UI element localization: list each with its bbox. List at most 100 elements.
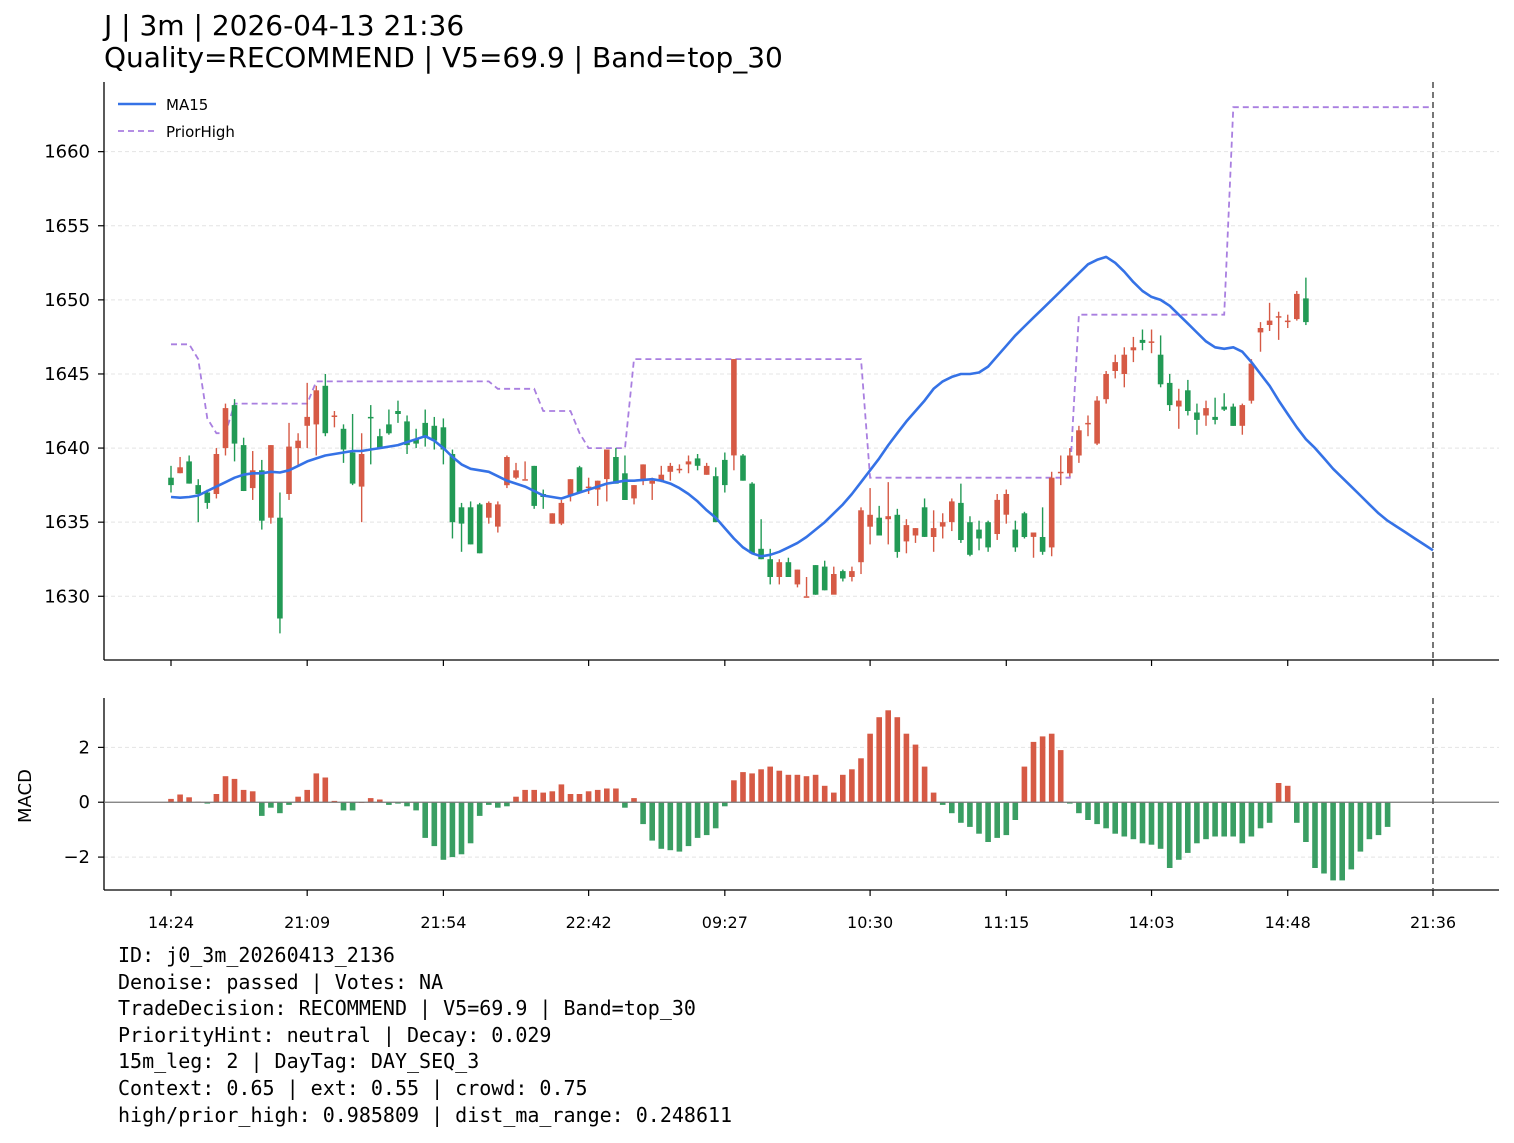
candle	[1012, 520, 1019, 552]
x-tick-label: 21:36	[1410, 913, 1456, 932]
candle-body	[567, 479, 574, 496]
candle-body	[876, 517, 882, 536]
candle-body	[358, 454, 365, 487]
candle	[1021, 511, 1028, 539]
macd-bar	[213, 794, 220, 803]
candle	[749, 482, 755, 554]
candle	[1248, 359, 1255, 404]
macd-bar	[849, 769, 855, 803]
candle	[449, 449, 456, 539]
macd-histogram-layer	[168, 710, 1391, 881]
macd-bar	[1048, 733, 1055, 803]
macd-bar	[594, 789, 601, 803]
macd-bar	[1012, 802, 1019, 820]
candle	[386, 409, 392, 435]
macd-bar	[395, 802, 401, 804]
candle	[1030, 532, 1037, 558]
macd-bar	[1148, 802, 1155, 845]
candle-body	[903, 525, 910, 542]
info-id: ID: j0_3m_20260413_2136	[118, 943, 395, 967]
candle-body	[268, 445, 274, 518]
candle-body	[1185, 390, 1191, 411]
candle-body	[1157, 354, 1164, 385]
candle-body	[522, 479, 528, 481]
candle-body	[549, 513, 556, 524]
candle	[1067, 448, 1073, 477]
candle	[531, 465, 537, 509]
macd-bar	[821, 785, 828, 803]
macd-bar	[912, 744, 919, 803]
candle	[1121, 347, 1128, 388]
candle	[685, 455, 692, 474]
candle-body	[1003, 494, 1010, 515]
candle-body	[1030, 532, 1037, 537]
macd-bar	[540, 792, 546, 803]
candle-body	[1112, 362, 1118, 371]
candle	[731, 359, 737, 471]
candle-body	[1148, 341, 1155, 343]
macd-bar	[413, 802, 419, 811]
macd-bar	[1076, 802, 1082, 814]
macd-bar	[867, 733, 873, 803]
macd-bar	[504, 802, 510, 807]
candle-body	[1221, 406, 1227, 410]
candle	[1103, 371, 1109, 404]
candle	[358, 433, 365, 523]
x-tick-label: 09:27	[702, 913, 748, 932]
candle	[667, 462, 674, 481]
candle	[958, 483, 964, 543]
candle-body	[449, 454, 456, 523]
macd-bar	[894, 717, 901, 803]
candle	[849, 566, 855, 582]
candle	[894, 508, 901, 558]
candle	[1085, 415, 1091, 437]
macd-bar	[1021, 766, 1028, 803]
candle	[785, 557, 792, 578]
candle-body	[594, 480, 601, 490]
candle-body	[1266, 320, 1273, 325]
macd-bar	[177, 794, 183, 803]
candle-body	[1176, 400, 1182, 407]
candle-body	[867, 514, 873, 527]
macd-bar	[958, 802, 964, 823]
candle	[613, 448, 619, 484]
candle	[331, 411, 338, 428]
macd-bar	[694, 802, 701, 838]
candle	[912, 528, 919, 543]
macd-bar	[277, 802, 283, 814]
chart-canvas: 1630 1635 1640 1645 1650 1655 1660 −2 0 2 14:24 21:…	[15, 82, 1499, 932]
candle	[903, 519, 910, 554]
macd-bar	[367, 798, 374, 803]
x-tick-label: 14:03	[1128, 913, 1174, 932]
candle	[349, 413, 356, 486]
macd-bar	[994, 802, 1000, 838]
candle-body	[912, 528, 919, 536]
legend-prior-high-label: PriorHigh	[166, 123, 235, 141]
candle-body	[840, 571, 846, 579]
candle	[404, 415, 410, 454]
candle-body	[240, 445, 247, 491]
macd-bar	[286, 802, 292, 805]
info-leg: 15m_leg: 2 | DayTag: DAY_SEQ_3	[118, 1049, 480, 1074]
macd-bar	[522, 789, 528, 803]
macd-bar	[703, 802, 710, 836]
candle	[576, 465, 583, 493]
candle	[1157, 335, 1164, 388]
prior-high-line	[171, 106, 1433, 479]
candle	[1003, 489, 1010, 524]
candle-body	[622, 473, 628, 500]
macd-bar	[840, 774, 846, 803]
macd-bar	[858, 758, 864, 803]
macd-bar	[967, 802, 973, 827]
candle	[1139, 329, 1146, 351]
x-tick-label: 21:09	[284, 913, 330, 932]
macd-bar	[604, 788, 610, 803]
candle	[367, 405, 374, 465]
candle-body	[749, 483, 755, 554]
macd-bar	[1212, 802, 1218, 837]
macd-bar	[295, 796, 301, 803]
candle-body	[821, 566, 828, 591]
candle-body	[458, 507, 465, 524]
macd-bar	[1384, 802, 1391, 827]
macd-bar	[1067, 802, 1073, 804]
